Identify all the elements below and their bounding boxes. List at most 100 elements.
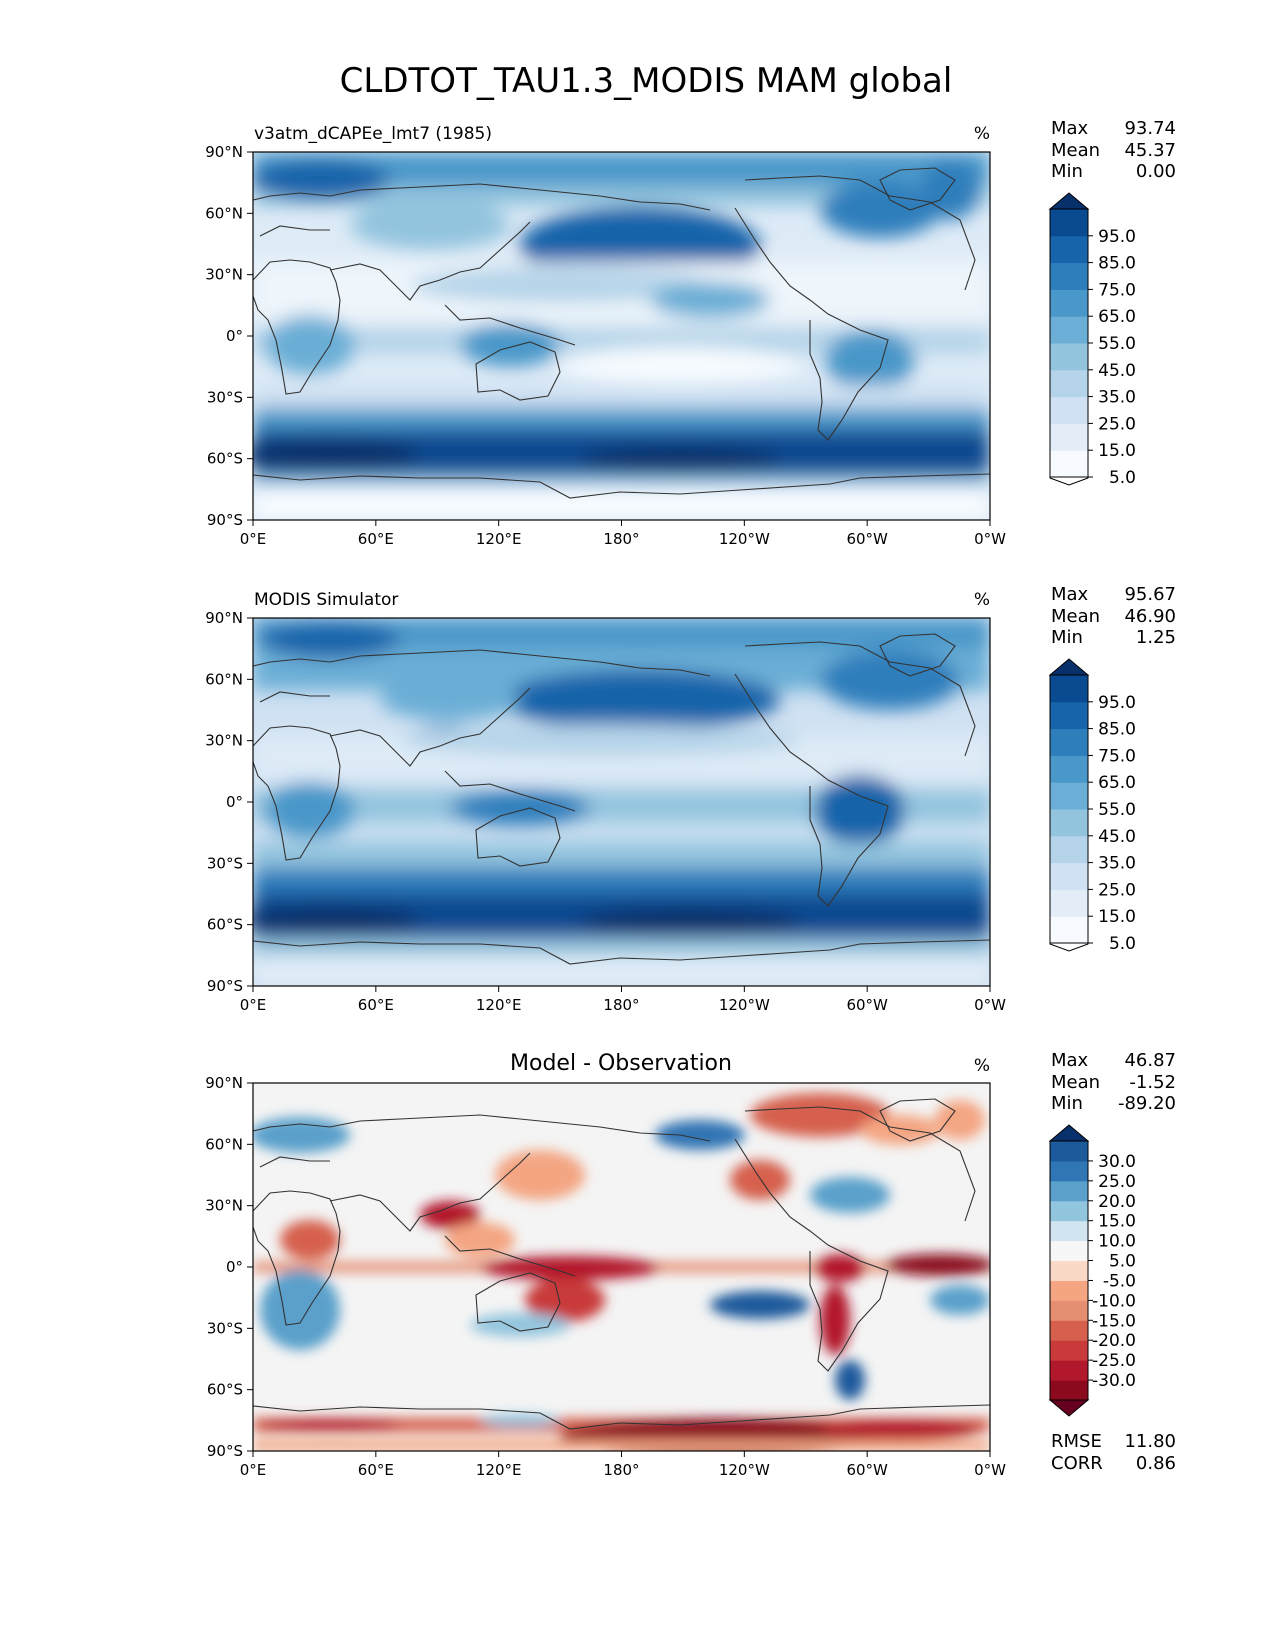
colorbar-extend-high — [1048, 192, 1090, 210]
colorbar: 30.025.020.015.010.05.0-5.0-10.0-15.0-20… — [1048, 1124, 1136, 1417]
colorbar-label: 95.0 — [1098, 693, 1136, 713]
colorbar-swatch — [1050, 809, 1088, 837]
x-tick-label: 180° — [603, 996, 639, 1014]
x-tick-label: 60°W — [846, 1461, 888, 1479]
colorbar-extend-low — [1049, 943, 1089, 952]
map-field-difference — [253, 1083, 990, 1451]
colorbar-label: 55.0 — [1098, 800, 1136, 820]
y-axis-ticks: 90°N 60°N 30°N 0° 30°S 60°S 90°S — [205, 143, 253, 529]
colorbar-swatch — [1050, 701, 1088, 730]
y-tick-label: 0° — [226, 793, 243, 811]
colorbar-label: 15.0 — [1098, 907, 1136, 927]
colorbar-label: -25.0 — [1092, 1351, 1136, 1371]
y-tick-label: 60°S — [207, 916, 243, 934]
colorbar-label: 85.0 — [1098, 720, 1136, 740]
colorbar-swatch — [1050, 235, 1088, 264]
x-axis-ticks: 0°E 60°E 120°E 180° 120°W 60°W 0°W — [240, 520, 1006, 548]
colorbar-swatch — [1050, 1160, 1088, 1182]
y-tick-label: 0° — [226, 327, 243, 345]
map-field-observation — [253, 618, 990, 986]
colorbar-extend-high — [1048, 658, 1090, 676]
panel-observation: MODIS Simulator % — [205, 584, 1176, 1014]
stat-label: Min — [1051, 1093, 1083, 1114]
colorbar-swatch — [1050, 1220, 1088, 1242]
stat-label: Mean — [1051, 140, 1100, 161]
stats-block: Max 93.74 Mean 45.37 Min 0.00 — [1051, 118, 1176, 182]
stat-value: 0.00 — [1136, 161, 1176, 182]
panel-model: v3atm_dCAPEe_lmt7 (1985) % — [205, 118, 1176, 548]
colorbar-swatch — [1050, 1380, 1088, 1401]
stat-value: 46.87 — [1124, 1050, 1176, 1071]
x-tick-label: 0°E — [240, 996, 267, 1014]
stat-value: 45.37 — [1124, 140, 1176, 161]
y-axis-ticks: 90°N 60°N 30°N 0° 30°S 60°S 90°S — [205, 1074, 253, 1460]
panel-units: % — [974, 124, 990, 144]
colorbar-swatch — [1050, 889, 1088, 917]
colorbar-swatch — [1050, 289, 1088, 317]
error-metrics: RMSE 11.80 CORR 0.86 — [1051, 1431, 1176, 1474]
y-tick-label: 90°S — [207, 511, 243, 529]
x-tick-label: 0°W — [974, 996, 1006, 1014]
y-tick-label: 30°N — [205, 266, 243, 284]
panel-units: % — [974, 590, 990, 610]
stat-value: 95.67 — [1124, 584, 1176, 605]
colorbar-extend-low — [1049, 477, 1089, 486]
y-tick-label: 60°S — [207, 1381, 243, 1399]
x-tick-label: 60°E — [358, 530, 394, 548]
colorbar-label: 10.0 — [1098, 1232, 1136, 1252]
stat-label: Max — [1051, 584, 1089, 605]
colorbar-label: 30.0 — [1098, 1152, 1136, 1172]
colorbar-swatch — [1050, 1180, 1088, 1202]
x-tick-label: 120°E — [476, 530, 522, 548]
colorbar-label: -15.0 — [1092, 1311, 1136, 1331]
y-tick-label: 30°N — [205, 1197, 243, 1215]
colorbar-label: 15.0 — [1098, 441, 1136, 461]
stat-value: 93.74 — [1124, 118, 1176, 139]
colorbar-label: 45.0 — [1098, 361, 1136, 381]
x-tick-label: 120°E — [476, 996, 522, 1014]
colorbar-label: 75.0 — [1098, 746, 1136, 766]
panel-left-title: MODIS Simulator — [254, 590, 398, 610]
stat-value: -1.52 — [1129, 1072, 1176, 1093]
colorbar-swatch — [1050, 916, 1088, 944]
colorbar-swatch — [1050, 423, 1088, 451]
colorbar-swatch — [1050, 755, 1088, 783]
stat-value: 46.90 — [1124, 606, 1176, 627]
y-tick-label: 30°S — [207, 388, 243, 406]
colorbar-label: 65.0 — [1098, 307, 1136, 327]
colorbar-swatch — [1050, 369, 1088, 398]
colorbar-label: 35.0 — [1098, 388, 1136, 408]
colorbar-swatch — [1050, 1320, 1088, 1341]
map-field-model — [253, 152, 990, 520]
x-tick-label: 120°W — [719, 530, 770, 548]
colorbar-label: 45.0 — [1098, 827, 1136, 847]
colorbar-label: 15.0 — [1098, 1212, 1136, 1232]
y-tick-label: 90°S — [207, 1442, 243, 1460]
colorbar-swatch — [1050, 1240, 1088, 1262]
colorbar-label: -30.0 — [1092, 1371, 1136, 1391]
y-tick-label: 90°N — [205, 609, 243, 627]
y-tick-label: 30°S — [207, 854, 243, 872]
panel-center-title: Model - Observation — [510, 1051, 732, 1076]
colorbar-label: 55.0 — [1098, 334, 1136, 354]
x-tick-label: 60°W — [846, 996, 888, 1014]
y-axis-ticks: 90°N 60°N 30°N 0° 30°S 60°S 90°S — [205, 609, 253, 995]
metric-value: 0.86 — [1136, 1453, 1176, 1474]
colorbar-label: 5.0 — [1109, 468, 1136, 488]
colorbar-swatch — [1050, 862, 1088, 890]
x-axis-ticks: 0°E 60°E 120°E 180° 120°W 60°W 0°W — [240, 1451, 1006, 1479]
colorbar-label: 85.0 — [1098, 254, 1136, 274]
colorbar-swatch — [1050, 396, 1088, 424]
colorbar-swatch — [1050, 782, 1088, 810]
colorbar-label: 5.0 — [1109, 1252, 1136, 1272]
colorbar-label: 75.0 — [1098, 280, 1136, 300]
colorbar-swatch — [1050, 675, 1088, 703]
y-tick-label: 90°N — [205, 143, 243, 161]
colorbar-swatch — [1050, 343, 1088, 371]
stat-label: Mean — [1051, 606, 1100, 627]
stat-label: Max — [1051, 1050, 1089, 1071]
y-tick-label: 30°S — [207, 1319, 243, 1337]
continent-outlines — [253, 167, 990, 499]
x-tick-label: 0°W — [974, 530, 1006, 548]
colorbar: 95.0 85.0 75.0 65.0 55.0 45.0 35.0 25.0 15.0 5.0 — [1048, 192, 1136, 488]
